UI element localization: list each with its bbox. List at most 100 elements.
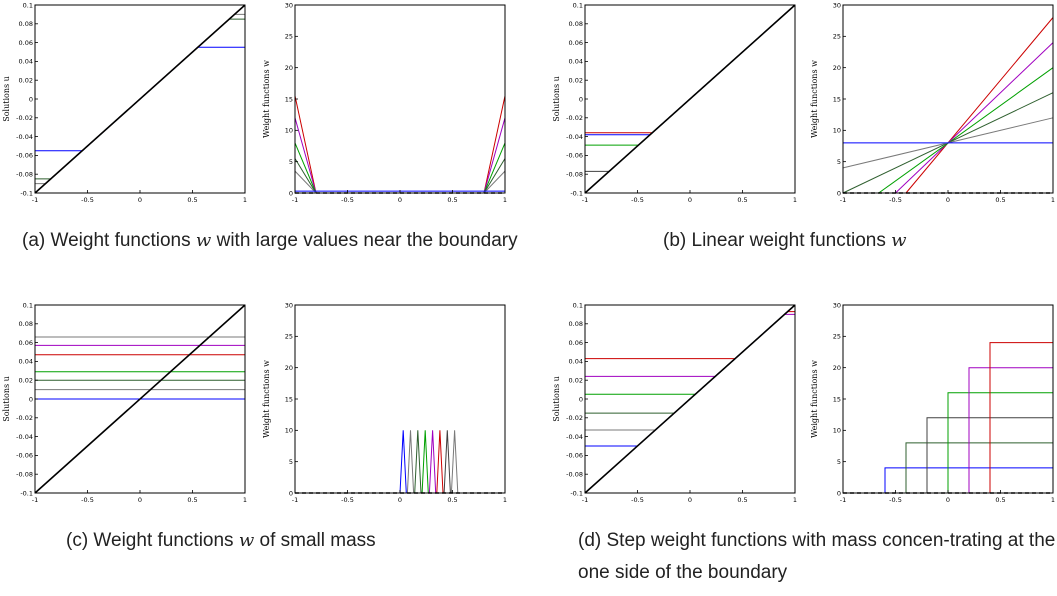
plot-d-solutions: Solutions u -1 -0.5 0 0.5 1 -0.1 -0.08 -0.06 -0.0… xyxy=(552,301,797,504)
y-axis-label: Weight functions w xyxy=(262,60,271,138)
caption-b: (b) Linear weight functions w xyxy=(663,225,1043,257)
x-tick-label: 0.5 xyxy=(737,496,747,504)
caption-b-var: w xyxy=(891,230,907,251)
caption-c-pre: (c) Weight functions xyxy=(66,530,239,551)
y-tick-label: 25 xyxy=(833,33,841,41)
y-tick-label: 0 xyxy=(837,189,841,197)
plot-a-solutions: Solutions u -1 -0.5 0 0.5 1 -0.1 -0.08 -0.06 -0.0… xyxy=(2,1,247,204)
y-tick-label: 0.1 xyxy=(23,301,33,309)
y-tick-label: 0.02 xyxy=(569,377,583,385)
y-axis-label: Solutions u xyxy=(2,76,11,122)
series-line-2 xyxy=(585,304,796,395)
y-tick-label: 0 xyxy=(29,395,33,403)
series-line-3 xyxy=(585,4,796,172)
y-tick-label: 30 xyxy=(833,301,841,309)
y-tick-label: -0.02 xyxy=(566,414,583,422)
caption-a-pre: (a) Weight functions xyxy=(22,230,196,251)
y-tick-label: 0.02 xyxy=(569,77,583,85)
plot-d-weights: Weight functions w-1 -0.5 0 0.5 105101520253… xyxy=(810,301,1055,504)
y-tick-label: 0 xyxy=(837,489,841,497)
x-tick-label: 1 xyxy=(1051,196,1055,204)
x-tick-label: -1 xyxy=(32,196,38,204)
series-line-2 xyxy=(294,142,506,194)
y-tick-label: 0.06 xyxy=(569,39,583,47)
y-axis-label: Solutions u xyxy=(552,76,561,122)
series-line-2 xyxy=(878,67,1054,194)
y-tick-label: -0.02 xyxy=(566,114,583,122)
x-tick-label: -0.5 xyxy=(81,496,94,504)
x-tick-label: 0.5 xyxy=(187,196,197,204)
series-line-7 xyxy=(34,304,246,494)
y-axis-label: Weight functions w xyxy=(262,360,271,438)
y-tick-label: 25 xyxy=(285,333,293,341)
x-tick-label: 1 xyxy=(503,196,507,204)
y-tick-label: -0.08 xyxy=(16,171,33,179)
x-tick-label: 0.5 xyxy=(995,496,1005,504)
series-line-1 xyxy=(294,117,506,194)
y-tick-label: -0.04 xyxy=(16,133,33,141)
y-tick-label: 10 xyxy=(833,127,841,135)
plot-b-solutions: Solutions u -1 -0.5 0 0.5 1 -0.1 -0.08 -0.06 -0.0… xyxy=(552,1,797,204)
y-tick-label: 0.1 xyxy=(23,1,33,9)
y-tick-label: 5 xyxy=(837,458,841,466)
x-tick-label: 1 xyxy=(793,196,797,204)
y-tick-label: -0.06 xyxy=(566,152,583,160)
y-axis-label: Weight functions w xyxy=(810,360,819,438)
x-tick-label: -1 xyxy=(840,196,846,204)
y-tick-label: -0.08 xyxy=(16,471,33,479)
series-line-4 xyxy=(294,170,506,194)
series-line-4 xyxy=(34,4,246,194)
y-tick-label: -0.1 xyxy=(20,189,33,197)
x-tick-label: 1 xyxy=(1051,496,1055,504)
y-tick-label: 25 xyxy=(285,33,293,41)
series-line-1 xyxy=(585,4,796,136)
axes-frame xyxy=(294,304,506,494)
plot-c-solutions: Solutions u -1 -0.5 0 0.5 1 -0.1 -0.08 -0.06 -0.0… xyxy=(2,301,247,504)
series-line-0 xyxy=(294,95,506,194)
series-line-3 xyxy=(294,158,506,194)
series-line-1 xyxy=(895,42,1054,194)
caption-a-post: with large values near the boundary xyxy=(211,230,518,251)
x-tick-label: -1 xyxy=(582,196,588,204)
x-tick-label: -0.5 xyxy=(81,196,94,204)
x-tick-label: -0.5 xyxy=(889,196,902,204)
x-tick-label: 0 xyxy=(398,196,402,204)
x-tick-label: 0 xyxy=(946,496,950,504)
series-line-0 xyxy=(585,311,795,360)
y-tick-label: 10 xyxy=(285,127,293,135)
y-tick-label: 10 xyxy=(833,427,841,435)
y-tick-label: -0.02 xyxy=(16,414,33,422)
y-tick-label: 0.06 xyxy=(19,39,33,47)
x-tick-label: 0 xyxy=(398,496,402,504)
x-tick-label: 0.5 xyxy=(995,196,1005,204)
caption-c: (c) Weight functions w of small mass xyxy=(66,525,486,557)
y-tick-label: 0.04 xyxy=(19,58,33,66)
y-tick-label: -0.04 xyxy=(566,433,583,441)
y-tick-label: 0.04 xyxy=(569,58,583,66)
series-line-0 xyxy=(905,17,1054,194)
y-tick-label: 30 xyxy=(833,1,841,9)
x-tick-label: -0.5 xyxy=(631,196,644,204)
y-tick-label: 20 xyxy=(285,64,293,72)
y-tick-label: 15 xyxy=(285,95,293,103)
series-line-5 xyxy=(585,304,796,447)
caption-d-text: (d) Step weight functions with mass conc… xyxy=(578,530,1056,583)
y-tick-label: 25 xyxy=(833,333,841,341)
series-line-2 xyxy=(585,4,796,146)
y-tick-label: 0.08 xyxy=(569,320,583,328)
y-axis-label: Solutions u xyxy=(552,376,561,422)
x-tick-label: 0.5 xyxy=(737,196,747,204)
y-tick-label: 0 xyxy=(579,95,583,103)
y-tick-label: 20 xyxy=(833,64,841,72)
axes-frame xyxy=(294,4,506,194)
x-tick-label: 1 xyxy=(243,196,247,204)
x-tick-label: -1 xyxy=(292,496,298,504)
y-tick-label: 20 xyxy=(285,364,293,372)
x-tick-label: 0 xyxy=(688,496,692,504)
x-tick-label: 0.5 xyxy=(447,196,457,204)
y-tick-label: 0.1 xyxy=(573,301,583,309)
series-line-4 xyxy=(585,304,796,431)
x-tick-label: -1 xyxy=(840,496,846,504)
series-line-6 xyxy=(584,304,796,494)
y-axis-label: Solutions u xyxy=(2,376,11,422)
